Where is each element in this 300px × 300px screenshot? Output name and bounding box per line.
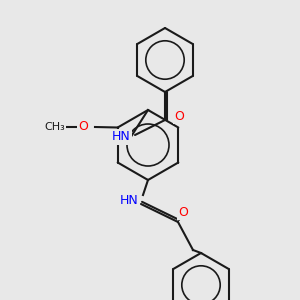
Text: O: O	[78, 121, 88, 134]
Text: CH₃: CH₃	[45, 122, 65, 132]
Text: HN: HN	[120, 194, 138, 206]
Text: O: O	[178, 206, 188, 218]
Text: HN: HN	[112, 130, 130, 143]
Text: O: O	[174, 110, 184, 122]
